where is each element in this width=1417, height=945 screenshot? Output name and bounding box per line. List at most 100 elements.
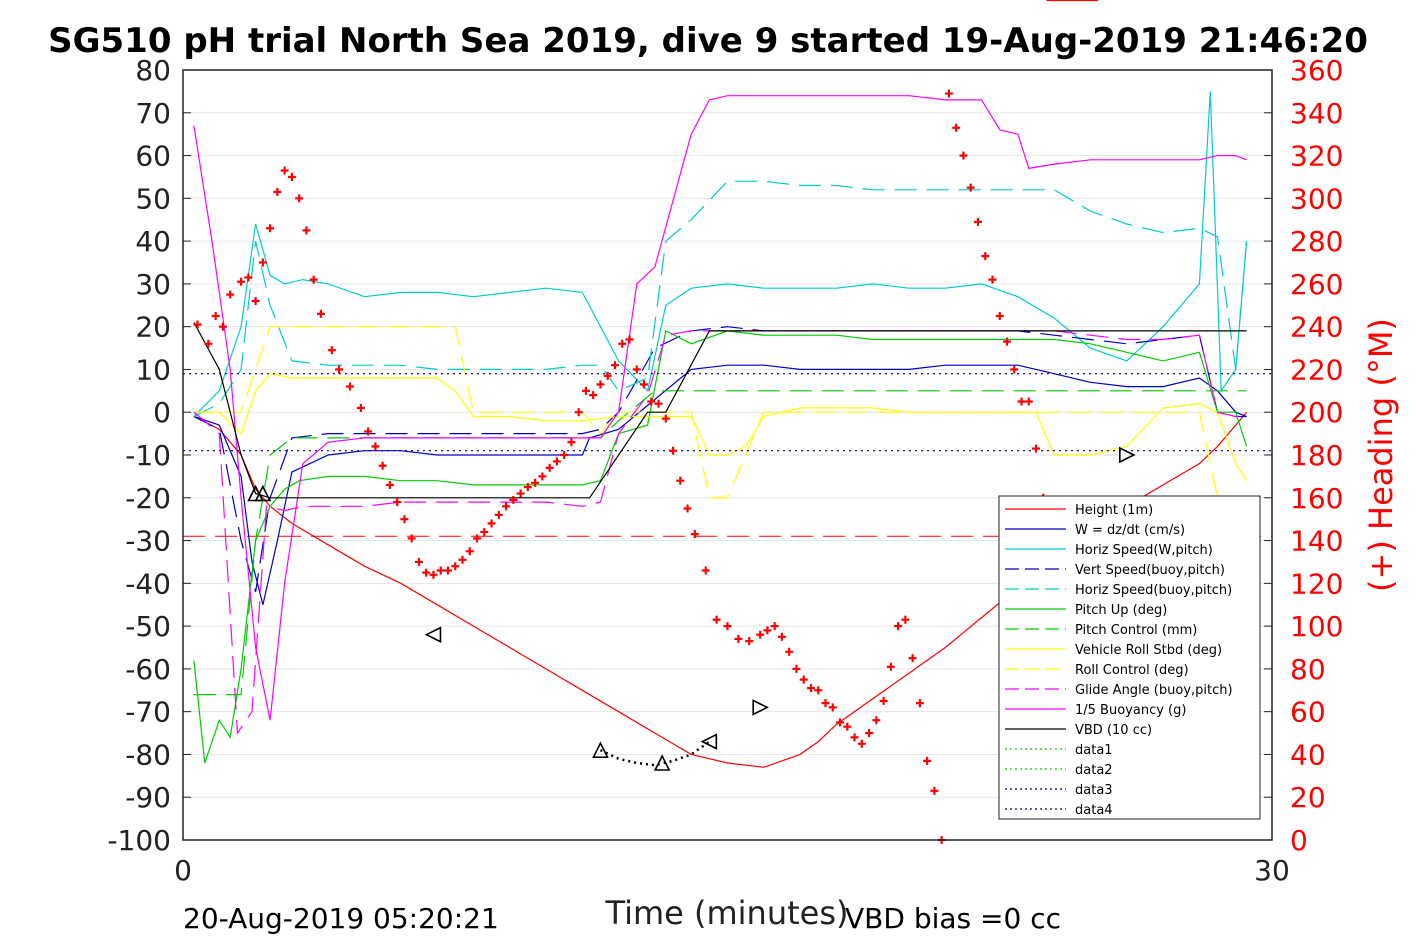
heading-point <box>589 391 598 400</box>
heading-point <box>596 380 605 389</box>
heading-point <box>451 562 460 571</box>
heading-point <box>669 446 678 455</box>
triangle-marker <box>424 626 442 643</box>
heading-point <box>443 566 452 575</box>
heading-point <box>690 530 699 539</box>
heading-point <box>886 662 895 671</box>
triangle-marker <box>1119 446 1136 464</box>
heading-point <box>400 515 409 524</box>
heading-markers <box>193 0 1099 844</box>
y-tick-label: 40 <box>135 225 171 258</box>
y-right-tick-label: 200 <box>1290 396 1343 429</box>
heading-point <box>538 472 547 481</box>
y-tick-label: -20 <box>125 482 171 515</box>
triangle-marker <box>700 733 718 750</box>
heading-point <box>872 716 881 725</box>
heading-point <box>429 570 438 579</box>
triangle-marker <box>653 754 671 771</box>
heading-point <box>923 756 932 765</box>
y-tick-label: -40 <box>125 567 171 600</box>
heading-point <box>952 123 961 132</box>
y-right-tick-label: 340 <box>1290 97 1343 130</box>
y-right-tick-label: 80 <box>1290 653 1326 686</box>
heading-point <box>745 637 754 646</box>
heading-point <box>1010 365 1019 374</box>
y-right-tick-label: 20 <box>1290 781 1326 814</box>
y-right-tick-label: 300 <box>1290 182 1343 215</box>
y-right-tick-label: 360 <box>1290 54 1343 87</box>
heading-point <box>799 675 808 684</box>
legend-label: Horiz Speed(W,pitch) <box>1075 543 1213 558</box>
heading-point <box>995 311 1004 320</box>
heading-point <box>335 365 344 374</box>
y-right-tick-label: 320 <box>1290 140 1343 173</box>
heading-point <box>345 382 354 391</box>
heading-point <box>356 403 365 412</box>
legend-label: data1 <box>1075 743 1113 758</box>
y-right-tick-label: 220 <box>1290 353 1343 386</box>
heading-point <box>458 555 467 564</box>
heading-point <box>959 151 968 160</box>
heading-point <box>218 322 227 331</box>
heading-point <box>560 451 569 459</box>
heading-point <box>676 476 685 485</box>
heading-point <box>944 89 953 98</box>
heading-point <box>280 166 289 175</box>
y-right-tick-label: 260 <box>1290 268 1343 301</box>
heading-point <box>618 339 627 348</box>
heading-point <box>792 664 801 673</box>
heading-point <box>385 480 394 489</box>
heading-point <box>785 647 794 656</box>
heading-point <box>879 696 888 705</box>
heading-point <box>251 297 260 305</box>
heading-point <box>287 172 296 181</box>
heading-point <box>295 194 304 203</box>
legend-label: Glide Angle (buoy,pitch) <box>1075 683 1233 698</box>
heading-point <box>930 786 939 795</box>
heading-point <box>371 442 380 451</box>
heading-point <box>316 309 325 318</box>
y-tick-label: -50 <box>125 610 171 643</box>
heading-point <box>244 273 253 282</box>
heading-point <box>654 399 663 408</box>
y-right-tick-label: 160 <box>1290 482 1343 515</box>
heading-point <box>480 528 489 536</box>
footer-timestamp: 20-Aug-2019 05:20:21 <box>183 902 499 935</box>
series-line-vehicle-roll-stbd-deg- <box>193 373 1248 482</box>
triangle-marker <box>592 741 609 758</box>
legend-label: Horiz Speed(buoy,pitch) <box>1075 583 1232 598</box>
heading-point <box>894 622 903 631</box>
heading-point <box>273 187 282 196</box>
legend-label: Vehicle Roll Stbd (deg) <box>1075 643 1222 658</box>
heading-point <box>1032 444 1041 453</box>
heading-point <box>770 622 779 631</box>
legend-label: Height (1m) <box>1075 503 1153 518</box>
y-tick-label: 0 <box>153 396 171 429</box>
series-line-vbd-10-cc- <box>193 322 1247 499</box>
x-tick-label: 0 <box>174 854 192 887</box>
heading-point <box>1024 397 1033 406</box>
heading-point <box>516 489 525 498</box>
legend-label: Vert Speed(buoy,pitch) <box>1075 563 1225 578</box>
heading-point <box>1003 337 1012 346</box>
x-axis-label: Time (minutes) <box>605 894 849 932</box>
triangle-marker <box>254 484 272 502</box>
heading-point <box>821 699 830 708</box>
heading-point <box>988 275 997 284</box>
y-tick-label: 20 <box>135 311 171 344</box>
heading-point <box>258 258 267 267</box>
heading-point <box>1017 397 1026 406</box>
axis-ticks: 80706050403020100-10-20-30-40-50-60-70-8… <box>107 54 1343 887</box>
legend-label: 1/5 Buoyancy (g) <box>1075 703 1186 718</box>
chart-title: SG510 pH trial North Sea 2019, dive 9 st… <box>48 21 1368 61</box>
heading-point <box>763 626 772 635</box>
heading-point <box>226 290 235 299</box>
series-line-glide-angle-buoy-pitch- <box>193 330 1247 735</box>
legend-label: data2 <box>1075 763 1113 778</box>
heading-point <box>857 739 866 748</box>
heading-point <box>407 534 416 543</box>
series-line-w-dz-dt-cm-s- <box>193 364 1247 605</box>
y-tick-label: -100 <box>107 824 171 857</box>
series-line-pitch-up-deg- <box>193 330 1248 764</box>
heading-point <box>302 226 311 235</box>
